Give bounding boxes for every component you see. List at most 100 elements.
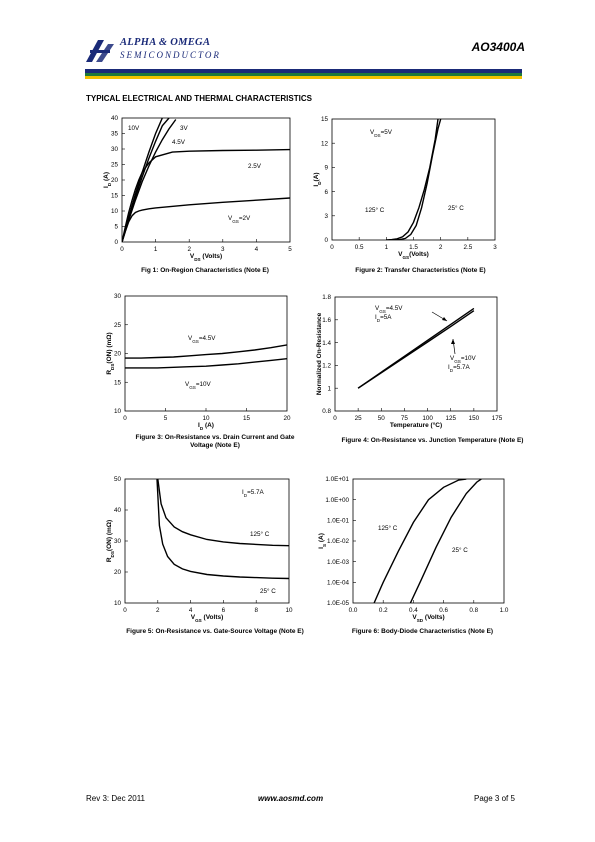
x-tick-label: 100 — [422, 415, 433, 422]
logo-line1: ALPHA & OMEGA — [120, 37, 211, 48]
x-tick-label: 3 — [221, 246, 225, 253]
y-tick-label: 1.0E-03 — [327, 559, 350, 566]
y-tick-label: 15 — [321, 116, 329, 123]
footer-url[interactable]: www.aosmd.com — [258, 794, 324, 803]
x-tick-label: 125 — [445, 415, 456, 422]
arrow-head — [451, 339, 455, 344]
logo-line2: SEMICONDUCTOR — [120, 50, 221, 60]
x-tick-label: 6 — [222, 607, 226, 614]
y-axis-title: RDS(ON) (mΩ) — [106, 332, 115, 374]
annotation-label: 125° C — [250, 530, 270, 538]
y-tick-label: 0 — [114, 239, 118, 246]
x-tick-label: 2 — [439, 244, 443, 251]
y-axis-title: IS (A) — [318, 533, 327, 549]
y-axis-title: RDS(ON) (mΩ) — [106, 520, 115, 562]
x-tick-label: 0.6 — [439, 607, 448, 614]
annotation-label: VDS=5V — [370, 129, 393, 138]
y-tick-label: 9 — [324, 165, 328, 172]
series-line-1 — [122, 118, 170, 242]
x-tick-label: 25 — [355, 415, 363, 422]
chart-fig4-rdson-vs-temp: 0 25 50 75 100 125 150 175 0.8 1 1.2 1.4 1.6 1.8 Tempe… — [316, 294, 503, 429]
series-line-3 — [122, 148, 290, 242]
x-tick-label: 0.5 — [355, 244, 364, 251]
y-tick-label: 1.0E-05 — [327, 600, 350, 607]
header-stripe-blue — [85, 69, 522, 73]
series-line-2 — [122, 119, 177, 242]
plot-frame — [121, 117, 291, 243]
plot-frame — [124, 295, 288, 412]
y-tick-label: 50 — [114, 476, 122, 483]
x-axis-title: VGS(Volts) — [398, 251, 429, 260]
y-tick-label: 30 — [114, 293, 122, 300]
series-line-1 — [394, 119, 442, 240]
x-tick-label: 0 — [123, 607, 127, 614]
y-tick-label: 6 — [324, 189, 328, 196]
caption-fig6: Figure 6: Body-Diode Characteristics (No… — [351, 628, 494, 635]
header-stripe-green — [85, 73, 522, 76]
annotation-label: VGS=10V — [185, 381, 212, 390]
x-tick-label: 75 — [401, 415, 409, 422]
header-stripe-yellow — [85, 76, 522, 79]
annotation-label: 10V — [128, 125, 140, 132]
y-tick-label: 3 — [324, 213, 328, 220]
x-axis-title: VSD (Volts) — [412, 614, 444, 623]
y-tick-label: 1 — [327, 385, 331, 392]
x-tick-label: 0.0 — [349, 607, 358, 614]
x-tick-label: 1 — [154, 246, 158, 253]
caption-fig3: Figure 3: On-Resistance vs. Drain Curren… — [135, 434, 295, 449]
y-tick-label: 25 — [111, 162, 119, 169]
y-tick-label: 12 — [321, 140, 329, 147]
x-tick-label: 2 — [156, 607, 160, 614]
chart-fig6-body-diode: 0.0 0.2 0.4 0.6 0.8 1.0 1.0E-05 1.0E-04 1.0E-03 1… — [318, 476, 509, 623]
annotation-label: ID=5.7A — [448, 364, 471, 373]
annotation-label: VGS=2V — [228, 215, 251, 224]
x-tick-label: 2.5 — [463, 244, 472, 251]
y-tick-label: 1.8 — [322, 294, 331, 301]
series-line-0 — [157, 479, 289, 547]
series-line-1 — [125, 358, 287, 369]
x-tick-label: 0 — [330, 244, 334, 251]
annotation-label: ID=5.7A — [242, 489, 265, 498]
x-tick-label: 50 — [378, 415, 386, 422]
y-tick-label: 20 — [114, 351, 122, 358]
annotation-label: 125° C — [378, 524, 398, 532]
y-tick-label: 10 — [114, 408, 122, 415]
x-tick-label: 8 — [254, 607, 258, 614]
x-tick-label: 2 — [187, 246, 191, 253]
part-number: AO3400A — [471, 40, 525, 54]
y-tick-label: 1.0E+00 — [325, 497, 349, 504]
x-axis-title: ID (A) — [198, 422, 214, 431]
y-tick-label: 10 — [111, 208, 119, 215]
y-tick-label: 40 — [111, 115, 119, 122]
y-tick-label: 15 — [114, 379, 122, 386]
footer-revision: Rev 3: Dec 2011 — [86, 794, 145, 803]
x-tick-label: 1.5 — [409, 244, 418, 251]
annotation-label: 3V — [180, 125, 189, 132]
annotation-label: VGS=4.5V — [188, 335, 216, 344]
y-axis-title: ID (A) — [103, 172, 112, 188]
x-tick-label: 1 — [385, 244, 389, 251]
series-line-4 — [122, 197, 290, 242]
caption-fig4: Figure 4: On-Resistance vs. Junction Tem… — [341, 437, 524, 444]
annotation-label: 4.5V — [172, 139, 186, 146]
annotation-label: 25° C — [448, 204, 464, 212]
chart-fig2-transfer: 0 0.5 1 1.5 2 2.5 3 0 3 6 9 12 15 VGS(Volts) ID(A) VDS=… — [313, 116, 497, 260]
y-axis-title: Normalized On-Resistance — [316, 312, 323, 395]
y-tick-label: 1.0E+01 — [325, 476, 349, 483]
annotation-label: 2.5V — [248, 163, 262, 170]
x-tick-label: 5 — [164, 415, 168, 422]
x-axis-title: Temperature (°C) — [390, 421, 442, 429]
x-tick-label: 10 — [285, 607, 293, 614]
y-tick-label: 15 — [111, 193, 119, 200]
x-tick-label: 10 — [202, 415, 210, 422]
annotation-label: 125° C — [365, 206, 385, 214]
annotation-label: VGS=10V — [450, 355, 477, 364]
x-tick-label: 4 — [189, 607, 193, 614]
y-tick-label: 1.2 — [322, 363, 331, 370]
y-tick-label: 20 — [111, 177, 119, 184]
x-axis-title: VDS (Volts) — [190, 253, 222, 262]
y-tick-label: 0.8 — [322, 408, 331, 415]
y-tick-label: 25 — [114, 322, 122, 329]
y-axis-title: ID(A) — [313, 172, 322, 186]
chart-fig5-rdson-vs-vgs: 0 2 4 6 8 10 10 20 30 40 50 VGS (Volts) RDS(ON) (mΩ)… — [106, 476, 293, 622]
